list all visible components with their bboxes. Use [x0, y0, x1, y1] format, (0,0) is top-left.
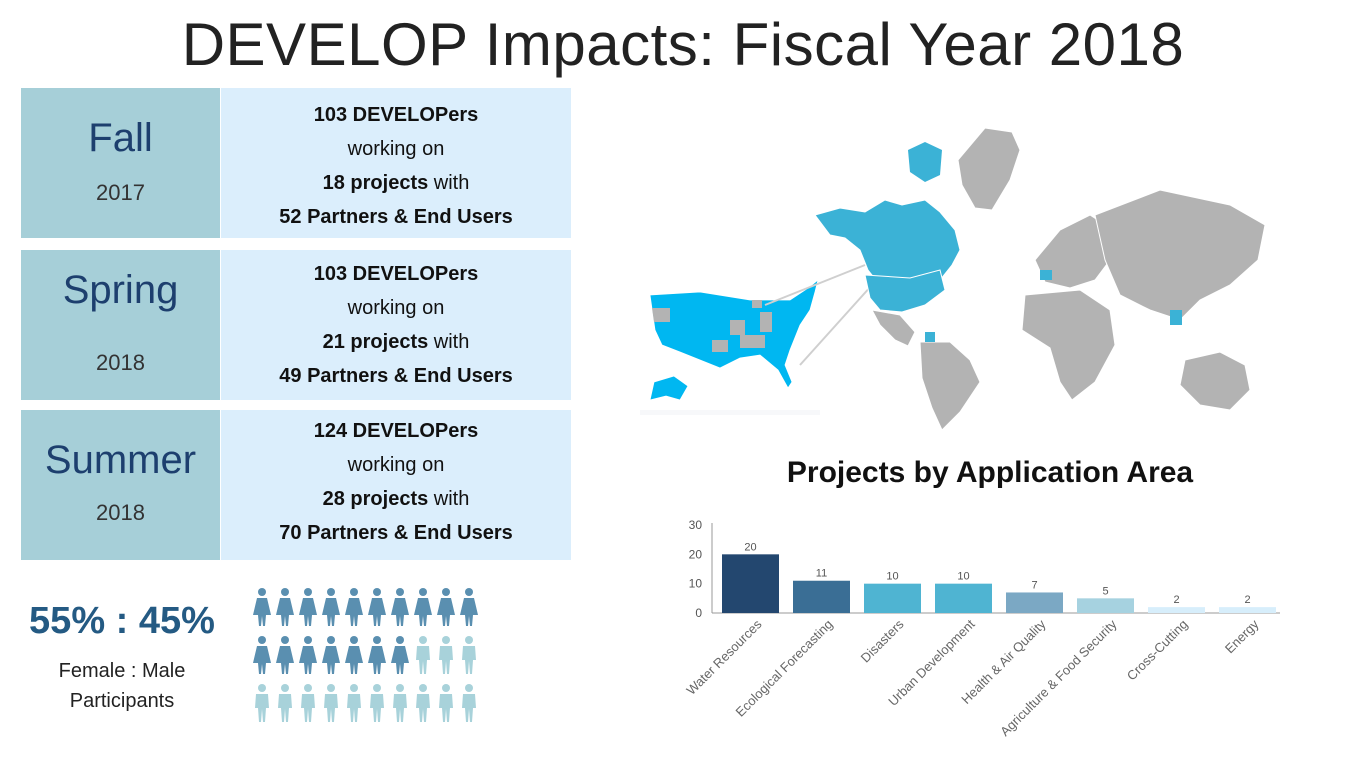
data-label: 2	[1244, 594, 1250, 606]
ratio-caption-line: Participants	[69, 690, 175, 712]
female-person-icon	[253, 588, 271, 626]
x-tick-label: Disasters	[858, 616, 907, 665]
term-label-panel: Spring 2018	[21, 250, 220, 400]
male-person-icon	[301, 684, 315, 722]
bar	[935, 583, 992, 613]
term-card-summer: Summer 2018 124 DEVELOPers working on 28…	[21, 410, 571, 560]
with-text: with	[428, 172, 470, 194]
x-tick-label: Cross-Cutting	[1124, 617, 1191, 684]
season-name: Summer	[44, 438, 197, 482]
male-person-icon	[370, 684, 384, 722]
bar	[1219, 607, 1276, 613]
female-person-icon	[299, 588, 317, 626]
working-on-text: working on	[347, 454, 445, 476]
male-person-icon	[439, 636, 453, 674]
data-label: 10	[957, 571, 969, 583]
male-person-icon	[255, 684, 269, 722]
male-person-icon	[462, 684, 476, 722]
season-year: 2017	[96, 180, 145, 205]
with-text: with	[428, 488, 470, 510]
male-person-icon	[416, 684, 430, 722]
season-year: 2018	[96, 350, 145, 375]
inset-connector-lines	[764, 264, 873, 366]
partners-count: 70 Partners & End Users	[279, 522, 513, 544]
term-stats-panel: 124 DEVELOPers working on 28 projects wi…	[221, 410, 571, 560]
developers-count: 103 DEVELOPers	[313, 104, 479, 126]
x-tick-label: Agriculture & Food Security	[997, 616, 1120, 739]
female-person-icon	[322, 636, 340, 674]
female-person-icon	[368, 588, 386, 626]
data-label: 20	[744, 541, 756, 553]
data-label: 11	[816, 568, 827, 580]
partners-count: 49 Partners & End Users	[279, 365, 513, 387]
developers-count: 124 DEVELOPers	[313, 420, 479, 442]
female-person-icon	[460, 588, 478, 626]
term-card-spring: Spring 2018 103 DEVELOPers working on 21…	[21, 250, 571, 400]
world-countries	[814, 127, 1266, 431]
data-label: 7	[1031, 579, 1037, 591]
bar	[1077, 598, 1134, 613]
bar	[1006, 592, 1063, 613]
term-stats-panel: 103 DEVELOPers working on 21 projects wi…	[221, 250, 571, 400]
world-map	[640, 120, 1280, 445]
us-inset-map	[640, 278, 820, 415]
partners-count: 52 Partners & End Users	[279, 206, 513, 228]
gender-ratio-caption: Female : Male Participants	[22, 656, 222, 716]
bar	[793, 580, 850, 613]
term-label-panel: Summer 2018	[21, 410, 220, 560]
projects-count: 21 projects	[322, 331, 429, 353]
projects-count: 18 projects	[322, 172, 429, 194]
female-person-icon	[345, 636, 363, 674]
participant-icons	[253, 588, 478, 722]
female-person-icon	[391, 588, 409, 626]
data-label: 5	[1102, 585, 1108, 597]
bar	[1148, 607, 1205, 613]
male-person-icon	[439, 684, 453, 722]
season-name: Spring	[62, 268, 179, 312]
male-person-icon	[393, 684, 407, 722]
data-label: 10	[886, 571, 898, 583]
y-tick-label: 0	[695, 606, 702, 620]
bar	[864, 583, 921, 613]
working-on-text: working on	[347, 297, 445, 319]
male-person-icon	[324, 684, 338, 722]
y-tick-label: 30	[689, 518, 703, 532]
female-person-icon	[391, 636, 409, 674]
female-person-icon	[437, 588, 455, 626]
y-tick-label: 20	[689, 547, 703, 561]
data-label: 2	[1173, 594, 1179, 606]
x-tick-label: Water Resources	[683, 616, 765, 698]
ratio-caption-line: Female : Male	[58, 660, 186, 682]
working-on-text: working on	[347, 138, 445, 160]
projects-count: 28 projects	[322, 488, 429, 510]
female-person-icon	[276, 636, 294, 674]
term-stats-panel: 103 DEVELOPers working on 18 projects wi…	[221, 88, 571, 238]
term-card-fall: Fall 2017 103 DEVELOPers working on 18 p…	[21, 88, 571, 238]
female-person-icon	[253, 636, 271, 674]
developers-count: 103 DEVELOPers	[313, 263, 479, 285]
male-person-icon	[462, 636, 476, 674]
female-person-icon	[414, 588, 432, 626]
bar	[722, 554, 779, 613]
term-label-panel: Fall 2017	[21, 88, 220, 238]
x-tick-label: Energy	[1222, 616, 1262, 656]
page-title: DEVELOP Impacts: Fiscal Year 2018	[181, 11, 1185, 78]
season-name: Fall	[88, 116, 153, 160]
season-year: 2018	[96, 500, 145, 525]
y-tick-label: 10	[689, 577, 703, 591]
female-person-icon	[345, 588, 363, 626]
female-person-icon	[276, 588, 294, 626]
female-person-icon	[368, 636, 386, 674]
with-text: with	[428, 331, 470, 353]
female-person-icon	[322, 588, 340, 626]
chart-title: Projects by Application Area	[786, 456, 1194, 489]
gender-ratio-value: 55% : 45%	[29, 600, 215, 642]
female-person-icon	[299, 636, 317, 674]
male-person-icon	[278, 684, 292, 722]
male-person-icon	[416, 636, 430, 674]
male-person-icon	[347, 684, 361, 722]
